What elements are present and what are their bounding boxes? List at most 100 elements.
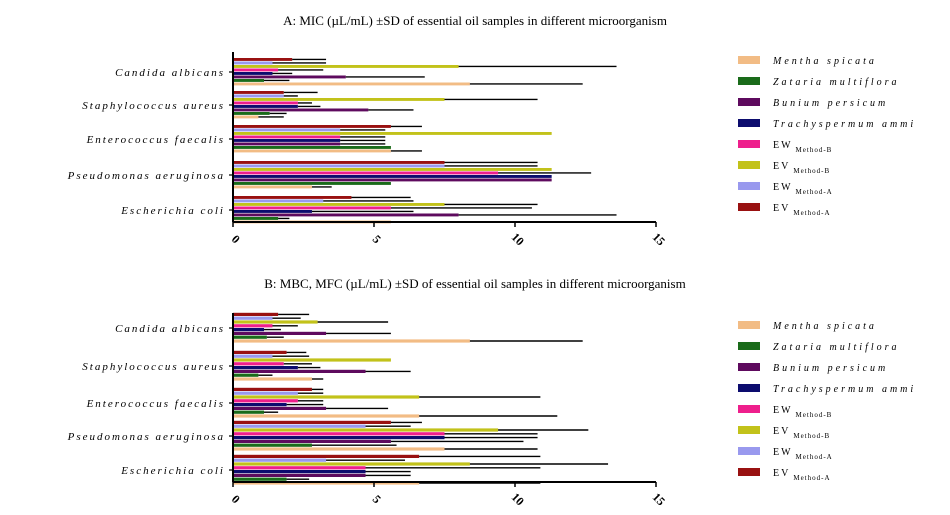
bar — [233, 377, 312, 381]
bar — [233, 428, 499, 432]
bar — [233, 387, 312, 391]
bar — [233, 358, 391, 362]
x-tick-label: 15 — [650, 490, 668, 508]
category-label: Enterococcus faecalis — [86, 398, 225, 410]
legend-swatch — [738, 182, 760, 190]
x-tick-label: 5 — [370, 492, 384, 506]
bar — [233, 443, 312, 447]
legend-label: EV Method-B — [773, 161, 830, 175]
bar — [233, 210, 312, 213]
bar — [233, 395, 420, 399]
bar — [233, 175, 552, 178]
bar — [233, 403, 287, 407]
bar — [233, 139, 341, 142]
bar — [233, 125, 391, 128]
bar — [233, 105, 298, 108]
bar — [233, 470, 366, 474]
legend-label: EV Method-A — [773, 468, 831, 482]
bar — [233, 447, 445, 451]
bar — [233, 316, 273, 320]
bar — [233, 161, 445, 164]
bar — [233, 391, 298, 395]
bar — [233, 369, 366, 373]
legend-swatch — [738, 363, 760, 371]
bar — [233, 146, 391, 149]
category-label: Escherichia coli — [120, 205, 225, 217]
bar — [233, 171, 499, 175]
legend-swatch — [738, 119, 760, 127]
bar — [233, 362, 284, 366]
bar — [233, 185, 312, 189]
bar — [233, 112, 270, 115]
bar — [233, 454, 420, 458]
bar — [233, 132, 552, 135]
bar — [233, 477, 287, 481]
bar — [233, 91, 284, 94]
legend-label: Bunium persicum — [773, 363, 888, 374]
bar — [233, 466, 366, 470]
bar — [233, 373, 259, 377]
bar — [233, 164, 445, 168]
legend-label: Zataria multiflora — [773, 77, 900, 88]
legend: Mentha spicata Zataria multiflora Bunium p… — [738, 56, 913, 217]
legend-label: Zataria multiflora — [773, 342, 900, 353]
legend-swatch — [738, 342, 760, 350]
legend-swatch — [738, 77, 760, 85]
legend-label: EW Method-B — [773, 405, 832, 419]
legend: Mentha spicata Zataria multiflora Bunium p… — [738, 321, 916, 482]
bar — [233, 196, 352, 199]
bar — [233, 128, 341, 132]
bar — [233, 462, 470, 466]
category-label: Candida albicans — [115, 323, 225, 335]
bar — [233, 414, 420, 418]
legend-label: Bunium persicum — [773, 98, 888, 109]
legend-swatch — [738, 98, 760, 106]
legend-swatch — [738, 447, 760, 455]
legend-label: EW Method-A — [773, 447, 833, 461]
bar — [233, 339, 470, 343]
x-tick-label: 15 — [650, 230, 668, 248]
bar — [233, 75, 346, 79]
bar — [233, 439, 391, 443]
bar — [233, 399, 298, 403]
bar — [233, 473, 366, 477]
bar — [233, 178, 552, 182]
chart-title: A: MIC (µL/mL) ±SD of essential oil samp… — [283, 13, 667, 28]
bar — [233, 324, 273, 328]
category-label: Staphylococcus aureus — [82, 361, 225, 373]
bar — [233, 432, 445, 436]
bar — [233, 206, 391, 210]
bar — [233, 213, 459, 217]
chart-panel-a: A: MIC (µL/mL) ±SD of essential oil samp… — [67, 13, 914, 248]
legend-label: EV Method-A — [773, 203, 831, 217]
bar — [233, 101, 298, 105]
category-label: Candida albicans — [115, 67, 225, 79]
legend-swatch — [738, 468, 760, 476]
bar — [233, 458, 327, 462]
legend-swatch — [738, 161, 760, 169]
bar — [233, 350, 287, 354]
chart-panel-b: B: MBC, MFC (µL/mL) ±SD of essential oil… — [67, 276, 916, 508]
bar — [233, 182, 391, 185]
bar — [233, 354, 273, 358]
legend-swatch — [738, 203, 760, 211]
x-tick-label: 10 — [509, 490, 527, 508]
bar — [233, 366, 298, 370]
legend-label: Trachyspermum ammi — [773, 384, 916, 395]
bar — [233, 420, 391, 424]
bar — [233, 436, 445, 440]
legend-swatch — [738, 140, 760, 148]
legend-label: Mentha spicata — [772, 56, 877, 67]
bar — [233, 58, 293, 61]
bar — [233, 406, 327, 410]
bar — [233, 65, 459, 68]
bar — [233, 142, 341, 146]
bar — [233, 79, 265, 82]
bar — [233, 328, 265, 332]
x-tick-label: 5 — [370, 232, 384, 246]
bar — [233, 61, 273, 65]
x-tick-label: 0 — [229, 232, 243, 246]
bar — [233, 335, 267, 339]
bar — [233, 135, 341, 139]
